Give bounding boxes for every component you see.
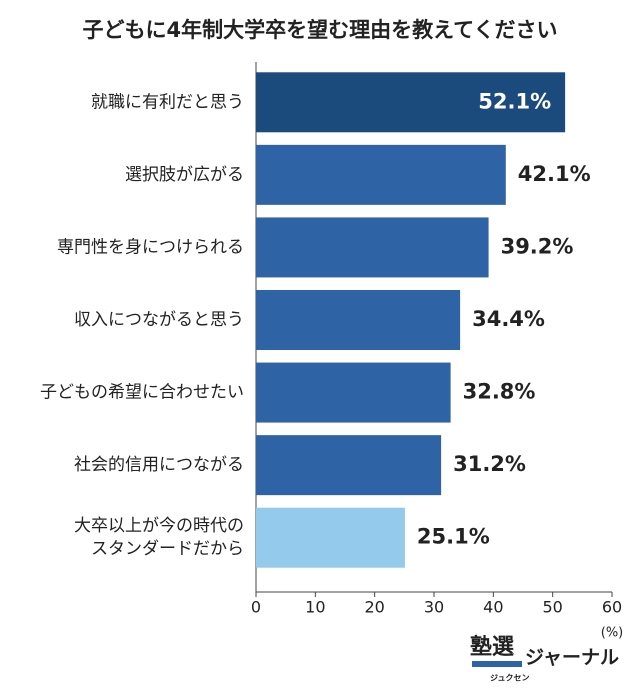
x-tick-label: 10 (305, 598, 325, 617)
x-tick-label: 20 (364, 598, 384, 617)
value-label: 32.8% (463, 380, 536, 404)
x-tick-label: 40 (483, 598, 503, 617)
chart-title: 子どもに4年制大学卒を望む理由を教えてください (83, 18, 558, 42)
x-tick-label: 0 (251, 598, 261, 617)
x-unit: (%) (601, 626, 624, 641)
bar (256, 507, 405, 568)
category-label: 社会的信用につながる (74, 455, 244, 475)
x-tick-label: 50 (542, 598, 562, 617)
category-label: 選択肢が広がる (125, 165, 244, 185)
x-tick-label: 30 (424, 598, 444, 617)
bar (256, 217, 489, 278)
logo-bar (472, 661, 522, 667)
value-label: 31.2% (453, 452, 526, 476)
value-label: 34.4% (472, 307, 545, 331)
bar (256, 362, 451, 423)
bar (256, 290, 461, 350)
category-label: 専門性を身につけられる (57, 237, 244, 257)
bar (256, 435, 442, 496)
logo-sub: ジュクセン (490, 673, 529, 683)
logo: 塾選 ジュクセン ジャーナル (470, 634, 619, 683)
bar (256, 144, 506, 205)
value-label: 25.1% (417, 525, 490, 549)
value-label: 42.1% (518, 162, 591, 186)
value-label: 39.2% (501, 234, 574, 258)
category-label: 大卒以上が今の時代のスタンダードだから (74, 516, 244, 559)
logo-main: 塾選 (470, 634, 514, 660)
bar (256, 72, 566, 133)
logo-suffix: ジャーナル (525, 647, 619, 669)
category-label: 子どもの希望に合わせたい (40, 383, 244, 403)
category-label: 就職に有利だと思う (91, 92, 244, 112)
x-tick-label: 60 (602, 598, 622, 617)
category-label: 収入につながると思う (74, 310, 244, 330)
value-label: 52.1% (478, 89, 551, 113)
